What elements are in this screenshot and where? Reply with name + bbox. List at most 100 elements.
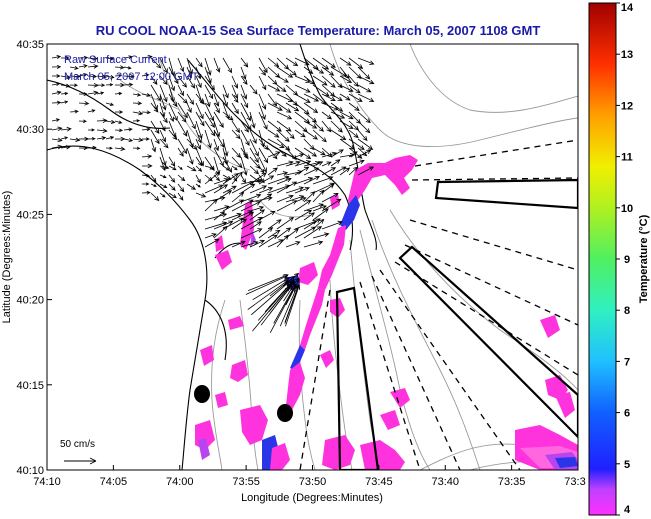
current-vector-arrow <box>222 84 229 99</box>
current-vector-arrow <box>294 75 311 83</box>
current-vector-arrow <box>285 102 300 112</box>
current-vector-arrow <box>294 186 310 194</box>
current-vector-arrow <box>123 82 134 87</box>
scale-arrow <box>64 457 97 465</box>
current-vector-arrow <box>177 75 187 88</box>
x-axis: 74:10 74:05 74:00 73:55 73:50 73:45 73:40 73:35… <box>33 465 586 488</box>
current-vector-arrow <box>177 120 188 137</box>
current-vector-arrow <box>150 174 157 183</box>
current-vector-arrow <box>357 129 368 142</box>
current-vector-arrow <box>186 75 196 89</box>
current-vector-arrow <box>348 102 360 111</box>
current-vector-arrow <box>51 118 61 122</box>
current-vector-arrow <box>303 93 320 102</box>
current-vector-arrow <box>105 75 115 79</box>
current-vector-arrow <box>348 75 359 88</box>
current-vector-arrow <box>186 129 194 149</box>
current-vector-arrow <box>339 75 353 83</box>
current-vector-arrow <box>240 178 264 185</box>
current-vector-arrow <box>312 189 325 203</box>
current-vector-arrow <box>177 111 187 123</box>
current-vector-arrow <box>330 102 344 112</box>
y-tick-label: 40:20 <box>16 295 44 307</box>
current-vector-arrow <box>285 195 305 203</box>
current-vector-arrow <box>294 153 305 158</box>
x-axis-label: Longitude (Degrees:Minutes) <box>241 492 383 504</box>
current-vector-arrow <box>132 137 144 143</box>
current-vector-arrow <box>240 228 263 239</box>
current-vector-arrow <box>177 57 185 73</box>
current-vector-arrow <box>294 177 314 185</box>
current-vector-arrow <box>348 138 365 150</box>
current-vector-arrow <box>348 129 359 139</box>
current-vector-arrow <box>294 209 313 221</box>
current-vector-arrow <box>276 177 292 185</box>
current-vector-arrow <box>177 183 185 193</box>
current-vector-arrow <box>240 111 252 131</box>
x-tick-label: 73:3 <box>564 476 585 488</box>
current-vector-arrow <box>284 283 300 323</box>
current-vector-arrow <box>240 138 248 158</box>
current-vector-arrow <box>294 199 312 212</box>
current-vector-arrow <box>159 111 168 124</box>
x-tick-label: 73:45 <box>365 476 393 488</box>
current-vector-arrow <box>114 146 126 152</box>
current-vector-arrow <box>330 166 347 176</box>
current-vector-arrow <box>294 57 310 66</box>
current-vector-arrow <box>267 84 281 92</box>
current-vector-arrow <box>339 66 350 80</box>
figure-title: RU COOL NOAA-15 Sea Surface Temperature:… <box>96 23 541 38</box>
current-vector-arrow <box>303 129 318 140</box>
current-vector-arrow <box>60 100 69 104</box>
current-vector-arrow <box>240 75 248 85</box>
colorbar-tick-label: 9 <box>624 254 630 266</box>
scale-label: 50 cm/s <box>60 439 95 450</box>
current-vector-arrow <box>195 66 202 80</box>
current-vector-arrow <box>312 205 327 212</box>
current-vector-arrow <box>222 138 229 157</box>
current-vector-arrow <box>303 147 318 157</box>
current-vector-arrow <box>132 92 142 97</box>
current-vector-arrow <box>321 120 332 133</box>
current-vector-arrow <box>78 55 89 60</box>
current-vector-arrow <box>123 127 133 132</box>
current-vector-arrow <box>276 194 294 203</box>
sst-patches <box>195 155 578 470</box>
current-vector-arrow <box>267 151 281 158</box>
current-vector-arrow <box>252 286 290 332</box>
current-vector-arrow <box>195 183 201 188</box>
radar-beam-dashes <box>299 139 578 470</box>
current-vector-arrow <box>240 120 249 133</box>
current-vector-arrow <box>258 75 267 91</box>
current-vector-arrow <box>141 163 153 169</box>
current-vector-arrow <box>258 186 274 194</box>
current-vector-arrow <box>303 167 320 176</box>
current-vector-arrow <box>213 102 220 114</box>
current-vector-arrow <box>330 111 346 119</box>
current-vector-arrow <box>249 165 260 175</box>
current-vector-arrow <box>213 225 228 239</box>
current-vector-arrow <box>51 90 62 95</box>
current-vector-arrow <box>150 138 157 153</box>
current-vector-arrow <box>267 219 282 230</box>
current-vector-arrow <box>231 240 246 248</box>
current-vector-arrow <box>168 165 177 171</box>
current-vector-arrow <box>177 138 188 155</box>
survey-polygons <box>335 178 578 470</box>
current-vector-arrow <box>357 111 371 124</box>
current-vector-arrow <box>258 156 267 173</box>
current-vector-arrow <box>348 57 364 69</box>
current-vector-arrow <box>249 209 266 221</box>
current-vector-arrow <box>321 66 335 76</box>
current-vector-arrow <box>240 93 249 109</box>
current-vector-arrow <box>312 57 330 70</box>
current-vector-arrow <box>312 75 328 86</box>
current-vector-arrow <box>348 166 359 176</box>
current-vector-arrow <box>330 93 343 101</box>
current-vector-arrow <box>123 74 135 79</box>
current-vector-arrow <box>231 156 243 169</box>
current-vector-arrow <box>69 66 79 70</box>
current-vector-arrow <box>276 200 298 212</box>
current-vector-arrow <box>348 159 365 167</box>
current-vector-arrow <box>267 175 290 185</box>
